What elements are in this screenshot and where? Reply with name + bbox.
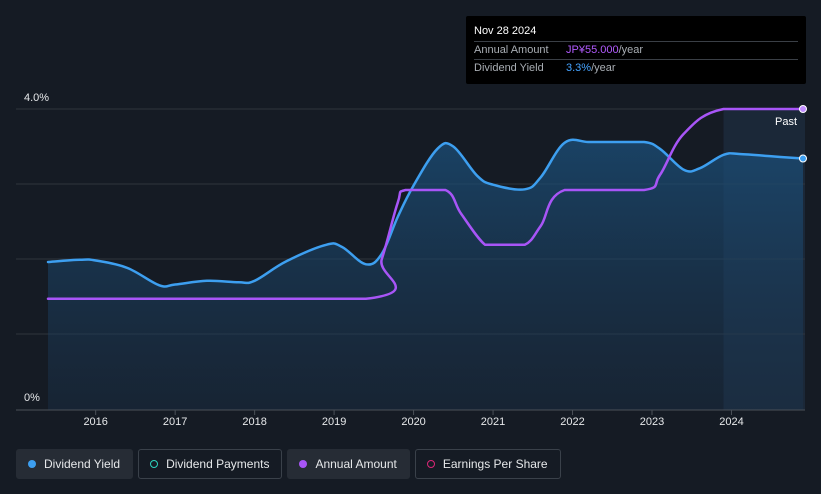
x-tick-label: 2019 <box>322 416 346 428</box>
dividend-yield-dot-icon <box>28 460 36 468</box>
legend-dividend-payments-label: Dividend Payments <box>166 457 270 471</box>
legend-earnings-per-share-label: Earnings Per Share <box>442 457 548 471</box>
legend-earnings-per-share[interactable]: Earnings Per Share <box>414 449 561 479</box>
x-tick-label: 2018 <box>242 416 266 428</box>
annual-amount-end-marker <box>799 105 807 113</box>
legend-dividend-yield[interactable]: Dividend Yield <box>16 449 134 479</box>
dividend-chart: 2016 2017 2018 2019 2020 2021 2022 2023 2024 4.0… <box>16 92 807 428</box>
y-tick-label-top: 4.0% <box>24 92 49 104</box>
x-axis-ticks: 2016 2017 2018 2019 2020 2021 2022 2023 2024 <box>83 410 744 428</box>
tooltip-dividend-yield-unit: /year <box>591 62 616 74</box>
annual-amount-dot-icon <box>299 460 308 468</box>
x-tick-label: 2017 <box>163 416 187 428</box>
tooltip-annual-amount-unit: /year <box>618 44 644 56</box>
tooltip-dividend-yield-label: Dividend Yield <box>474 62 544 74</box>
x-tick-label: 2024 <box>719 416 743 428</box>
x-tick-label: 2016 <box>83 416 107 428</box>
x-tick-label: 2021 <box>481 416 505 428</box>
dividend-yield-area <box>48 139 803 410</box>
dividend-yield-line <box>46 138 805 288</box>
legend-annual-amount-label: Annual Amount <box>315 457 397 471</box>
tooltip-dividend-yield-value: 3.3% <box>566 62 592 74</box>
dividend-yield-end-marker <box>799 154 807 163</box>
annual-amount-line <box>46 107 805 301</box>
past-label: Past <box>775 116 797 128</box>
chart-tooltip: Nov 28 2024 Annual Amount JP¥55.000 /yea… <box>466 16 806 84</box>
dividend-payments-ring-icon <box>150 460 159 468</box>
tooltip-row-dividend-yield: Dividend Yield 3.3% /year <box>474 59 798 77</box>
x-tick-label: 2020 <box>401 416 425 428</box>
x-tick-label: 2023 <box>640 416 664 428</box>
tooltip-date: Nov 28 2024 <box>474 25 537 37</box>
x-tick-label: 2022 <box>560 416 584 428</box>
y-tick-label-bottom: 0% <box>24 392 40 404</box>
tooltip-annual-amount-label: Annual Amount <box>474 44 549 56</box>
tooltip-row-annual-amount: Annual Amount JP¥55.000 /year <box>474 41 798 59</box>
chart-legend: Dividend Yield Dividend Payments Annual … <box>16 449 561 481</box>
tooltip-annual-amount-value: JP¥55.000 <box>566 44 619 56</box>
legend-annual-amount[interactable]: Annual Amount <box>287 449 410 479</box>
legend-dividend-yield-label: Dividend Yield <box>44 457 121 471</box>
earnings-per-share-ring-icon <box>426 460 435 468</box>
legend-dividend-payments[interactable]: Dividend Payments <box>138 449 283 479</box>
